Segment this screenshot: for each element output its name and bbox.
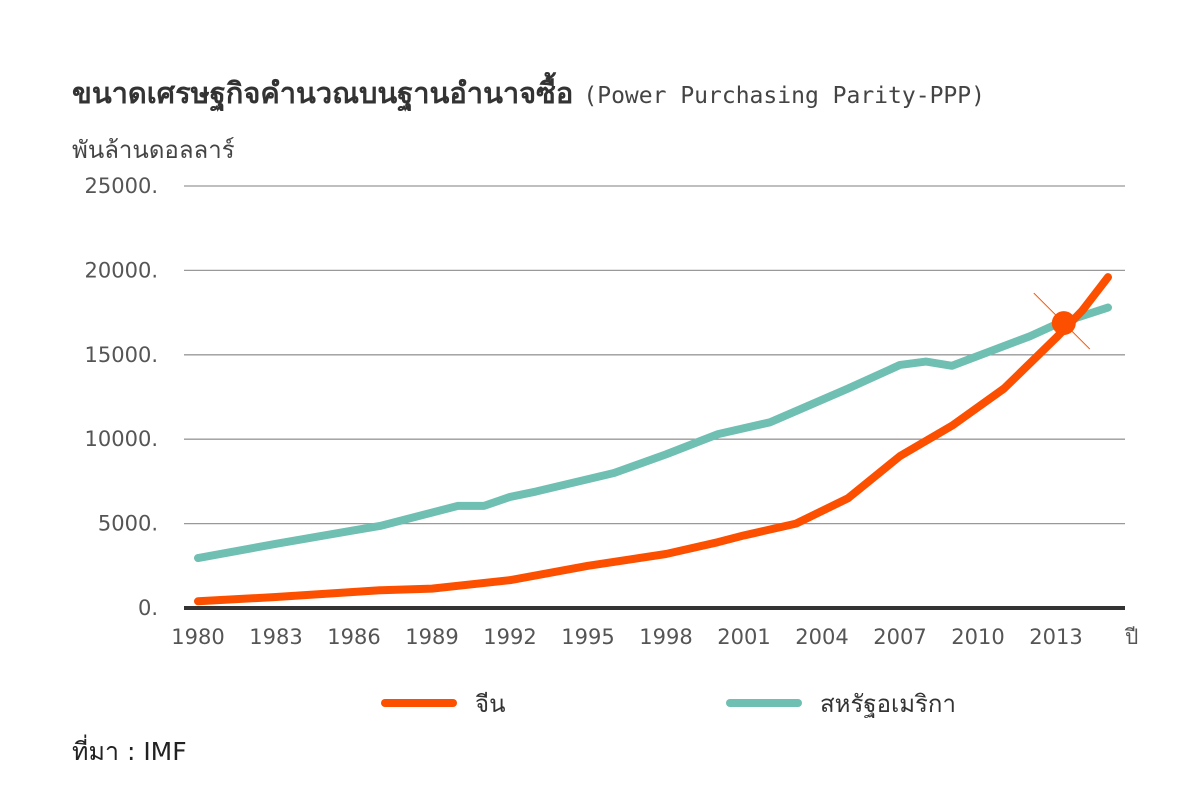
- x-tick-label: 1992: [483, 625, 536, 649]
- x-tick-label: 1980: [171, 625, 224, 649]
- x-axis-label: ปี: [1124, 625, 1138, 649]
- x-tick-label: 1998: [639, 625, 692, 649]
- source-note: ที่มา : IMF: [72, 737, 187, 766]
- x-tick-label: 2010: [951, 625, 1004, 649]
- x-tick-label: 2007: [873, 625, 926, 649]
- x-tick-label: 2001: [717, 625, 770, 649]
- y-axis-label: พันล้านดอลลาร์: [72, 136, 235, 164]
- series-line: [194, 273, 1112, 606]
- x-tick-label: 2013: [1029, 625, 1082, 649]
- x-tick-label: 1989: [405, 625, 458, 649]
- chart-title: ขนาดเศรษฐกิจคำนวณบนฐานอำนาจซื้อ (Power P…: [72, 70, 985, 116]
- y-tick-label: 15000.: [85, 343, 158, 367]
- legend-label: จีน: [475, 690, 505, 718]
- y-tick-label: 5000.: [98, 512, 158, 536]
- y-tick-label: 20000.: [85, 258, 158, 282]
- chart-subtitle: (Power Purchasing Parity-PPP): [583, 83, 985, 109]
- title-thai: ขนาดเศรษฐกิจคำนวณบนฐานอำนาจซื้อ: [72, 76, 574, 110]
- crossover-marker: [1051, 311, 1076, 336]
- x-tick-label: 1995: [561, 625, 614, 649]
- y-tick-label: 0.: [138, 596, 158, 620]
- series-line: [194, 303, 1112, 563]
- x-tick-label: 2004: [795, 625, 848, 649]
- y-tick-label: 25000.: [85, 174, 158, 198]
- x-tick-label: 1986: [327, 625, 380, 649]
- y-tick-label: 10000.: [85, 427, 158, 451]
- x-tick-label: 1983: [249, 625, 302, 649]
- legend-label: สหรัฐอเมริกา: [820, 690, 956, 718]
